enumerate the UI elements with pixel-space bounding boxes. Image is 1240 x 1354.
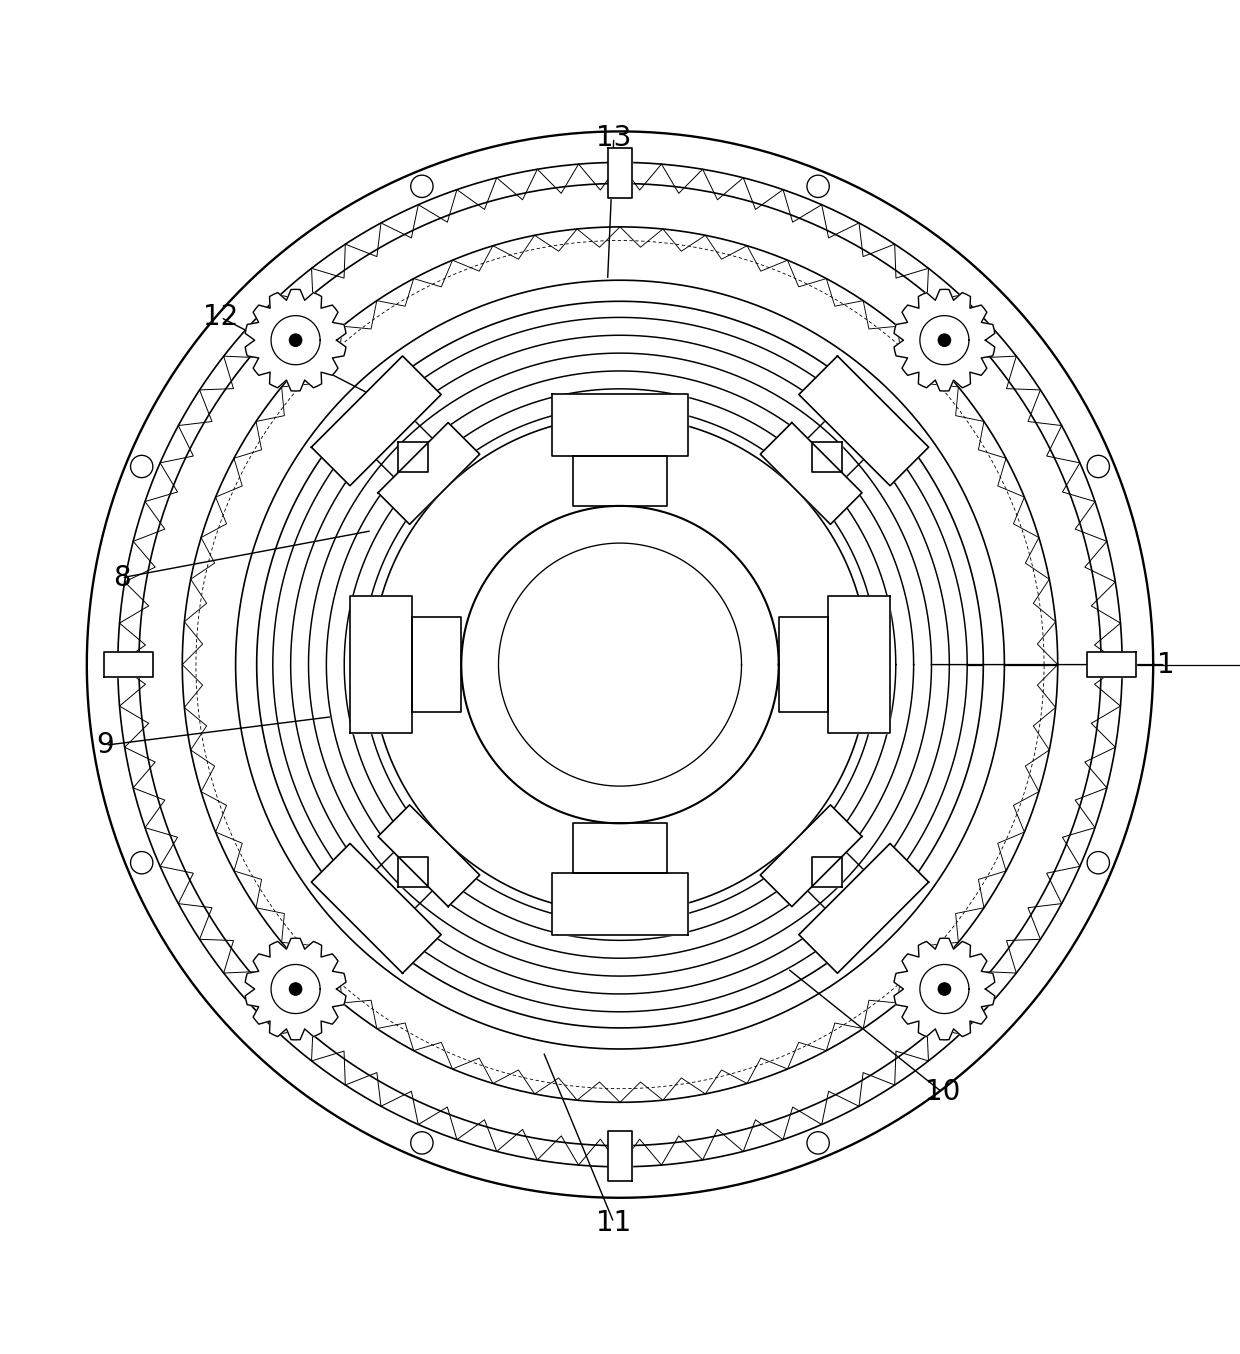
Polygon shape	[378, 804, 480, 907]
Polygon shape	[760, 804, 862, 907]
Polygon shape	[812, 443, 842, 473]
Polygon shape	[573, 823, 667, 873]
Text: 13: 13	[596, 123, 631, 152]
Text: 8: 8	[113, 563, 130, 592]
Polygon shape	[139, 184, 1101, 1145]
Polygon shape	[246, 938, 346, 1040]
Text: 1: 1	[1157, 651, 1174, 678]
Polygon shape	[1086, 653, 1136, 677]
Polygon shape	[894, 290, 994, 391]
Polygon shape	[573, 456, 667, 506]
Polygon shape	[799, 844, 929, 974]
Circle shape	[289, 334, 301, 347]
Polygon shape	[461, 506, 779, 823]
Circle shape	[74, 119, 1166, 1210]
Polygon shape	[372, 417, 868, 913]
Polygon shape	[779, 617, 828, 712]
Text: 11: 11	[596, 1209, 631, 1236]
Polygon shape	[608, 1132, 632, 1181]
Polygon shape	[398, 443, 428, 473]
Polygon shape	[350, 596, 412, 733]
Polygon shape	[894, 938, 994, 1040]
Polygon shape	[50, 95, 1190, 1235]
Polygon shape	[828, 596, 890, 733]
Text: 10: 10	[925, 1078, 960, 1106]
Polygon shape	[311, 356, 441, 486]
Text: 9: 9	[97, 731, 114, 760]
Polygon shape	[246, 290, 346, 391]
Polygon shape	[760, 422, 862, 524]
Circle shape	[289, 983, 301, 995]
Polygon shape	[378, 422, 480, 524]
Polygon shape	[608, 148, 632, 198]
Text: 12: 12	[203, 303, 238, 332]
Polygon shape	[273, 317, 967, 1011]
Polygon shape	[311, 844, 441, 974]
Polygon shape	[552, 873, 688, 934]
Polygon shape	[398, 857, 428, 887]
Polygon shape	[552, 394, 688, 456]
Polygon shape	[103, 653, 153, 677]
Circle shape	[939, 334, 951, 347]
Circle shape	[939, 983, 951, 995]
Polygon shape	[236, 280, 1004, 1049]
Polygon shape	[799, 356, 929, 486]
Polygon shape	[812, 857, 842, 887]
Polygon shape	[412, 617, 461, 712]
